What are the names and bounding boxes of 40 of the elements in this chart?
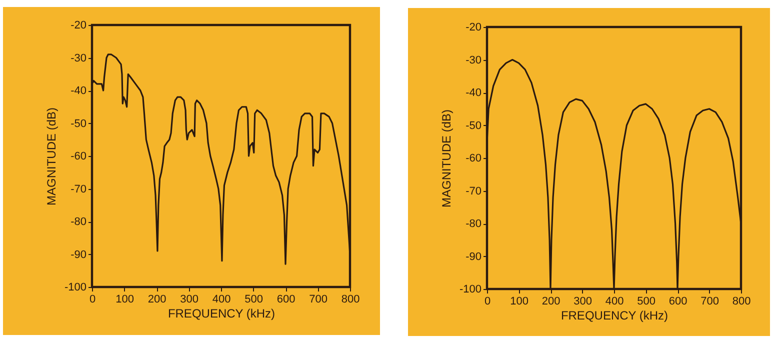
y-tick-label: -30: [70, 52, 86, 64]
y-tick-label: -40: [466, 87, 482, 99]
x-tick-label: 0: [89, 294, 96, 306]
x-tick-label: 800: [732, 296, 751, 308]
y-tick-label: -60: [466, 152, 482, 164]
y-tick-label: -90: [466, 250, 482, 263]
y-tick-label: -50: [70, 118, 86, 130]
x-tick-label: 800: [341, 294, 360, 306]
y-axis-title: MAGNITUDE (dB): [439, 109, 454, 208]
x-tick-label: 300: [180, 294, 198, 306]
x-tick-label: 600: [276, 294, 296, 306]
y-tick-label: -40: [70, 85, 86, 97]
x-tick-label: 300: [574, 296, 592, 308]
x-tick-label: 100: [510, 296, 528, 308]
y-tick-label: -80: [466, 218, 482, 230]
x-tick-label: 700: [700, 296, 719, 308]
x-tick-label: 0: [484, 296, 491, 308]
x-tick-label: 700: [309, 294, 328, 306]
x-tick-label: 500: [244, 294, 263, 306]
x-tick-label: 600: [668, 296, 688, 308]
x-axis-title: FREQUENCY (kHz): [560, 308, 668, 322]
y-tick-label: -60: [70, 150, 86, 162]
y-tick-label: -30: [466, 54, 482, 66]
y-tick-label: -70: [70, 183, 86, 196]
x-tick-label: 400: [605, 296, 624, 308]
x-tick-label: 500: [637, 296, 656, 308]
y-tick-label: -20: [70, 20, 86, 32]
x-tick-label: 400: [212, 294, 231, 306]
y-tick-label: -20: [466, 22, 482, 34]
x-tick-label: 100: [116, 294, 134, 306]
y-tick-label: -80: [70, 216, 86, 228]
y-axis-title: MAGNITUDE (dB): [44, 107, 58, 206]
y-tick-label: -90: [70, 248, 86, 261]
y-tick-label: -50: [466, 120, 482, 132]
x-tick-label: 200: [542, 296, 560, 308]
y-tick-label: -100: [64, 282, 86, 294]
x-axis-title: FREQUENCY (kHz): [168, 306, 276, 320]
x-tick-label: 200: [148, 294, 166, 306]
y-tick-label: -70: [466, 185, 482, 198]
y-tick-label: -100: [459, 284, 482, 296]
